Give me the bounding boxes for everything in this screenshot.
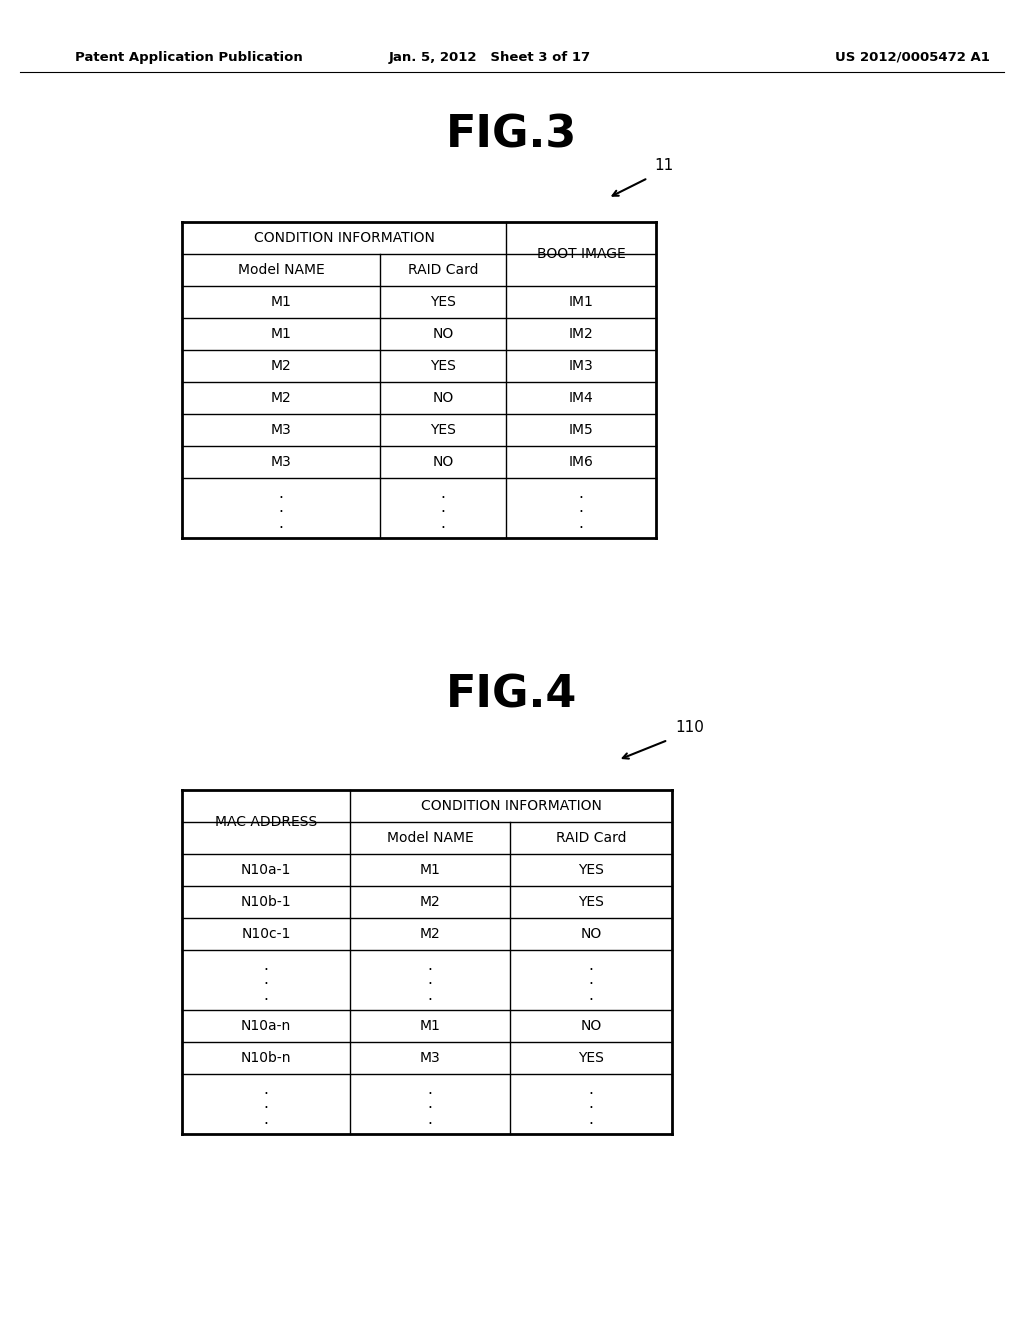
Text: N10b-1: N10b-1 (241, 895, 291, 909)
Text: M3: M3 (270, 455, 292, 469)
Text: M2: M2 (270, 391, 292, 405)
Text: M2: M2 (420, 895, 440, 909)
Text: IM6: IM6 (568, 455, 594, 469)
Text: Model NAME: Model NAME (238, 263, 325, 277)
Text: M3: M3 (420, 1051, 440, 1065)
Text: Jan. 5, 2012   Sheet 3 of 17: Jan. 5, 2012 Sheet 3 of 17 (389, 50, 591, 63)
Text: M1: M1 (420, 1019, 440, 1034)
Text: 110: 110 (675, 719, 703, 735)
Text: NO: NO (581, 927, 602, 941)
Text: .: . (263, 1097, 268, 1111)
Text: .: . (263, 1111, 268, 1126)
Text: RAID Card: RAID Card (556, 832, 627, 845)
Text: NO: NO (581, 1019, 602, 1034)
Text: .: . (428, 957, 432, 973)
Text: IM2: IM2 (568, 327, 593, 341)
Text: .: . (428, 973, 432, 987)
Text: RAID Card: RAID Card (408, 263, 478, 277)
Text: BOOT IMAGE: BOOT IMAGE (537, 247, 626, 261)
Text: NO: NO (432, 455, 454, 469)
Text: .: . (263, 957, 268, 973)
Text: M1: M1 (270, 327, 292, 341)
Text: .: . (440, 516, 445, 531)
Text: .: . (428, 987, 432, 1002)
Text: IM5: IM5 (568, 422, 593, 437)
Text: .: . (428, 1097, 432, 1111)
Text: Patent Application Publication: Patent Application Publication (75, 50, 303, 63)
Text: .: . (579, 500, 584, 516)
Text: .: . (440, 500, 445, 516)
Text: .: . (263, 973, 268, 987)
Text: .: . (279, 516, 284, 531)
Text: YES: YES (579, 863, 604, 876)
Text: IM4: IM4 (568, 391, 593, 405)
Text: NO: NO (432, 391, 454, 405)
Text: MAC ADDRESS: MAC ADDRESS (215, 814, 317, 829)
Text: YES: YES (579, 1051, 604, 1065)
Text: YES: YES (579, 895, 604, 909)
Text: CONDITION INFORMATION: CONDITION INFORMATION (421, 799, 601, 813)
Text: M1: M1 (420, 863, 440, 876)
Text: .: . (589, 957, 594, 973)
Text: N10a-1: N10a-1 (241, 863, 291, 876)
Text: .: . (579, 486, 584, 500)
Text: .: . (263, 1081, 268, 1097)
Text: CONDITION INFORMATION: CONDITION INFORMATION (254, 231, 434, 246)
Text: FIG.3: FIG.3 (446, 114, 578, 157)
Text: .: . (440, 486, 445, 500)
Text: IM3: IM3 (568, 359, 593, 374)
Text: YES: YES (430, 294, 456, 309)
Text: N10a-n: N10a-n (241, 1019, 291, 1034)
Text: .: . (279, 500, 284, 516)
Text: M3: M3 (270, 422, 292, 437)
Text: .: . (279, 486, 284, 500)
Text: NO: NO (432, 327, 454, 341)
Text: Model NAME: Model NAME (387, 832, 473, 845)
Text: .: . (589, 1081, 594, 1097)
Text: N10b-n: N10b-n (241, 1051, 291, 1065)
Text: IM1: IM1 (568, 294, 594, 309)
Text: .: . (579, 516, 584, 531)
Text: M2: M2 (270, 359, 292, 374)
Text: .: . (589, 973, 594, 987)
Text: US 2012/0005472 A1: US 2012/0005472 A1 (836, 50, 990, 63)
Text: YES: YES (430, 359, 456, 374)
Text: M1: M1 (270, 294, 292, 309)
Text: N10c-1: N10c-1 (242, 927, 291, 941)
Text: .: . (263, 987, 268, 1002)
Text: .: . (589, 1111, 594, 1126)
Text: M2: M2 (420, 927, 440, 941)
Text: 11: 11 (654, 158, 673, 173)
Text: .: . (589, 987, 594, 1002)
Text: YES: YES (430, 422, 456, 437)
Text: FIG.4: FIG.4 (446, 673, 578, 717)
Text: .: . (589, 1097, 594, 1111)
Text: .: . (428, 1081, 432, 1097)
Text: .: . (428, 1111, 432, 1126)
